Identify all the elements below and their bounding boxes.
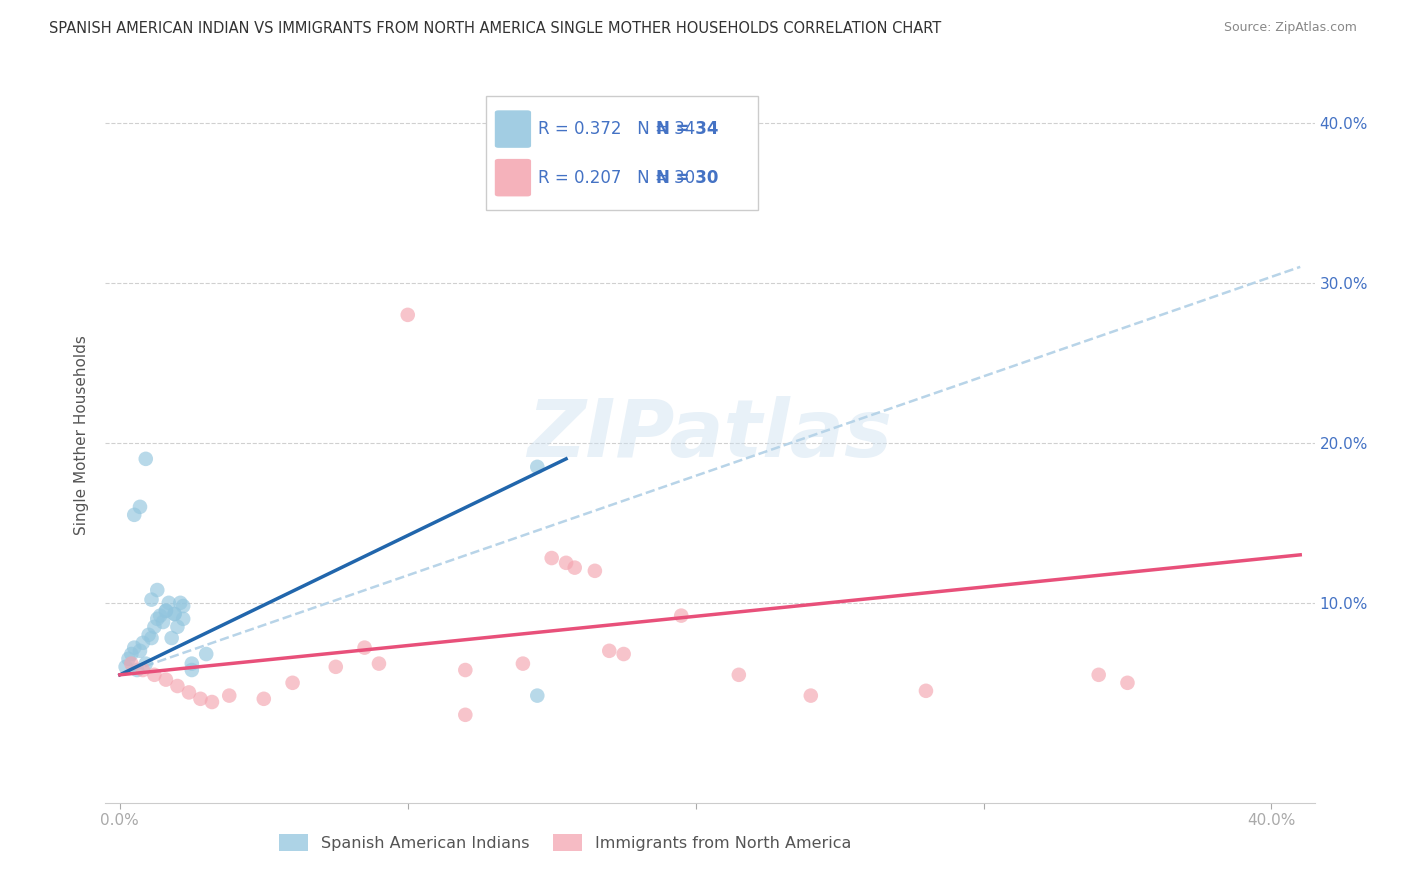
Point <box>177 685 200 699</box>
Point <box>180 663 202 677</box>
Point <box>132 663 155 677</box>
Point <box>169 596 191 610</box>
Point <box>155 604 177 618</box>
Point <box>149 608 172 623</box>
Point <box>152 615 174 629</box>
Point <box>114 660 136 674</box>
Point <box>353 640 375 655</box>
Point <box>120 647 142 661</box>
FancyBboxPatch shape <box>495 159 531 196</box>
Text: N = 30: N = 30 <box>655 169 718 187</box>
Point <box>127 663 149 677</box>
Point <box>129 500 152 514</box>
Point <box>598 644 620 658</box>
Point <box>1116 675 1139 690</box>
Point <box>132 636 155 650</box>
Point <box>368 657 391 671</box>
Point <box>155 673 177 687</box>
Point <box>555 556 578 570</box>
Legend: Spanish American Indians, Immigrants from North America: Spanish American Indians, Immigrants fro… <box>273 828 858 857</box>
Point <box>157 596 180 610</box>
Point <box>526 689 548 703</box>
Point <box>146 582 169 597</box>
Point <box>143 668 166 682</box>
Text: R = 0.372   N = 34: R = 0.372 N = 34 <box>538 120 696 138</box>
Y-axis label: Single Mother Households: Single Mother Households <box>75 334 90 535</box>
Text: Source: ZipAtlas.com: Source: ZipAtlas.com <box>1223 21 1357 34</box>
Point <box>454 663 477 677</box>
Text: SPANISH AMERICAN INDIAN VS IMMIGRANTS FROM NORTH AMERICA SINGLE MOTHER HOUSEHOLD: SPANISH AMERICAN INDIAN VS IMMIGRANTS FR… <box>49 21 942 36</box>
Point <box>583 564 606 578</box>
Point <box>120 657 142 671</box>
Point <box>325 660 347 674</box>
Point <box>122 508 145 522</box>
Point <box>141 631 163 645</box>
Point <box>201 695 224 709</box>
Text: ZIPatlas: ZIPatlas <box>527 396 893 474</box>
Point <box>172 599 194 613</box>
Point <box>915 683 938 698</box>
Point <box>396 308 419 322</box>
Point <box>526 459 548 474</box>
Point <box>138 628 160 642</box>
Point <box>155 604 177 618</box>
FancyBboxPatch shape <box>486 96 758 211</box>
FancyBboxPatch shape <box>495 111 531 148</box>
Point <box>160 631 183 645</box>
Point <box>190 691 212 706</box>
Point <box>218 689 240 703</box>
Point <box>253 691 276 706</box>
Point <box>166 679 188 693</box>
Point <box>166 620 188 634</box>
Point <box>512 657 534 671</box>
Point <box>117 652 139 666</box>
Point <box>1087 668 1109 682</box>
Point <box>454 707 477 722</box>
Text: N = 34: N = 34 <box>655 120 718 138</box>
Point <box>281 675 304 690</box>
Text: R = 0.207   N = 30: R = 0.207 N = 30 <box>538 169 696 187</box>
Point <box>163 607 186 621</box>
Point <box>727 668 749 682</box>
Point <box>180 657 202 671</box>
Point <box>671 608 693 623</box>
Point <box>143 620 166 634</box>
Point <box>540 551 562 566</box>
Point <box>135 451 157 466</box>
Point <box>141 592 163 607</box>
Point <box>613 647 636 661</box>
Point <box>122 640 145 655</box>
Point <box>564 560 586 574</box>
Point <box>172 612 194 626</box>
Point <box>146 612 169 626</box>
Point <box>800 689 823 703</box>
Point <box>163 607 186 621</box>
Point <box>195 647 218 661</box>
Point <box>129 644 152 658</box>
Point <box>135 657 157 671</box>
